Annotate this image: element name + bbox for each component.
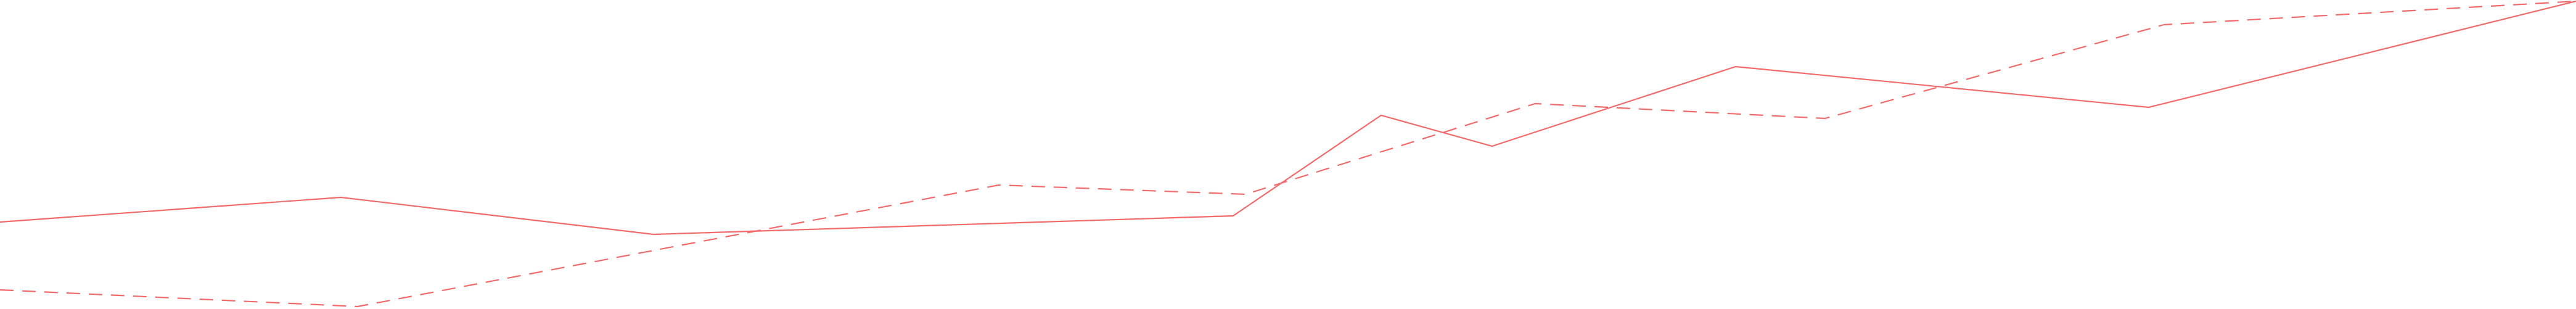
line-series [0,0,2576,236]
